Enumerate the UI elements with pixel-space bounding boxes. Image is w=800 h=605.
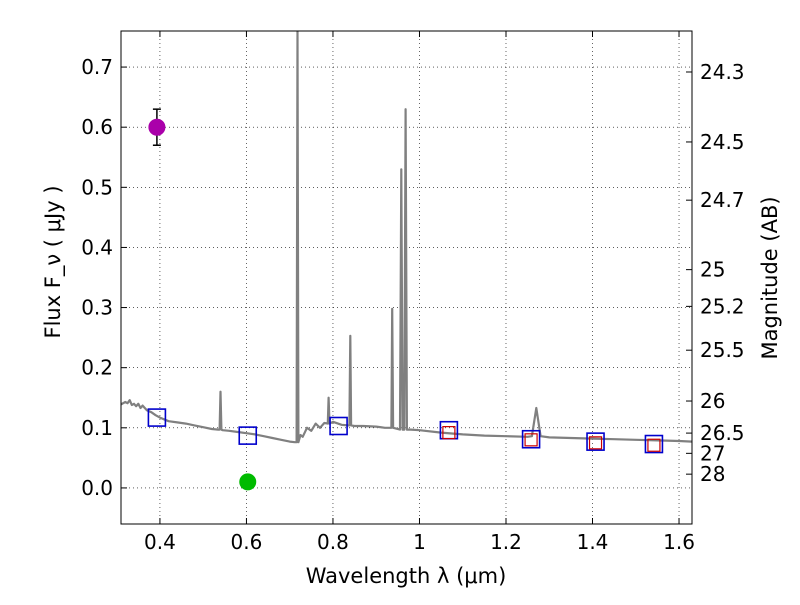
x-tick-label: 1.4 [577, 530, 609, 554]
y-tick-label: 0.4 [81, 235, 113, 259]
right-tick-label: 26.5 [700, 421, 745, 445]
flux-point [148, 118, 166, 136]
x-tick-label: 1.6 [663, 530, 695, 554]
x-axis-label: Wavelength λ (μm) [306, 564, 507, 588]
y-tick-label: 0.5 [81, 175, 113, 199]
axes: 0.4 0.6 0.8 1 1.2 1.4 1.6 0.0 0.1 0.2 0.3 0.4 0.5 0.6… [81, 31, 745, 554]
model-photometry-square [238, 426, 258, 445]
model-photometry-square [586, 432, 605, 451]
y-tick-label: 0.3 [81, 296, 113, 320]
model-photometry-square [147, 408, 167, 427]
x-tick-label: 0.4 [144, 530, 176, 554]
right-tick-label: 28 [700, 462, 725, 486]
y-axis-label: Flux F_ν ( μJy ) [41, 185, 66, 338]
y-tick-label: 0.1 [81, 416, 113, 440]
spectrum-line [121, 31, 692, 444]
right-axis-label: Magnitude (AB) [758, 196, 782, 359]
right-tick-label: 24.5 [700, 130, 745, 154]
right-tick-label: 25 [700, 258, 725, 282]
model-photometry-square [329, 416, 348, 436]
x-tick-label: 1 [413, 530, 426, 554]
data-layer [121, 31, 692, 491]
right-tick-label: 26 [700, 389, 725, 413]
observed-photometry-square [442, 426, 456, 440]
y-tick-label: 0.7 [81, 55, 113, 79]
model-photometry-square [644, 434, 664, 454]
plot-border [120, 30, 693, 525]
x-tick-label: 0.8 [317, 530, 349, 554]
y-tick-label: 0.6 [81, 115, 113, 139]
observed-photometry-square [647, 438, 661, 452]
model-photometry-square [521, 429, 541, 449]
x-tick-label: 0.6 [231, 530, 263, 554]
right-tick-label: 25.5 [700, 338, 745, 362]
observed-photometry-square [524, 433, 538, 447]
right-tick-label: 24.7 [700, 188, 745, 212]
observed-photometry-square [588, 436, 603, 450]
flux-point [239, 473, 257, 491]
y-tick-label: 0.2 [81, 356, 113, 380]
right-tick-label: 25.2 [700, 294, 745, 318]
y-tick-label: 0.0 [81, 476, 113, 500]
right-tick-label: 27 [700, 441, 725, 465]
x-tick-label: 1.2 [490, 530, 522, 554]
right-tick-label: 24.3 [700, 60, 745, 84]
